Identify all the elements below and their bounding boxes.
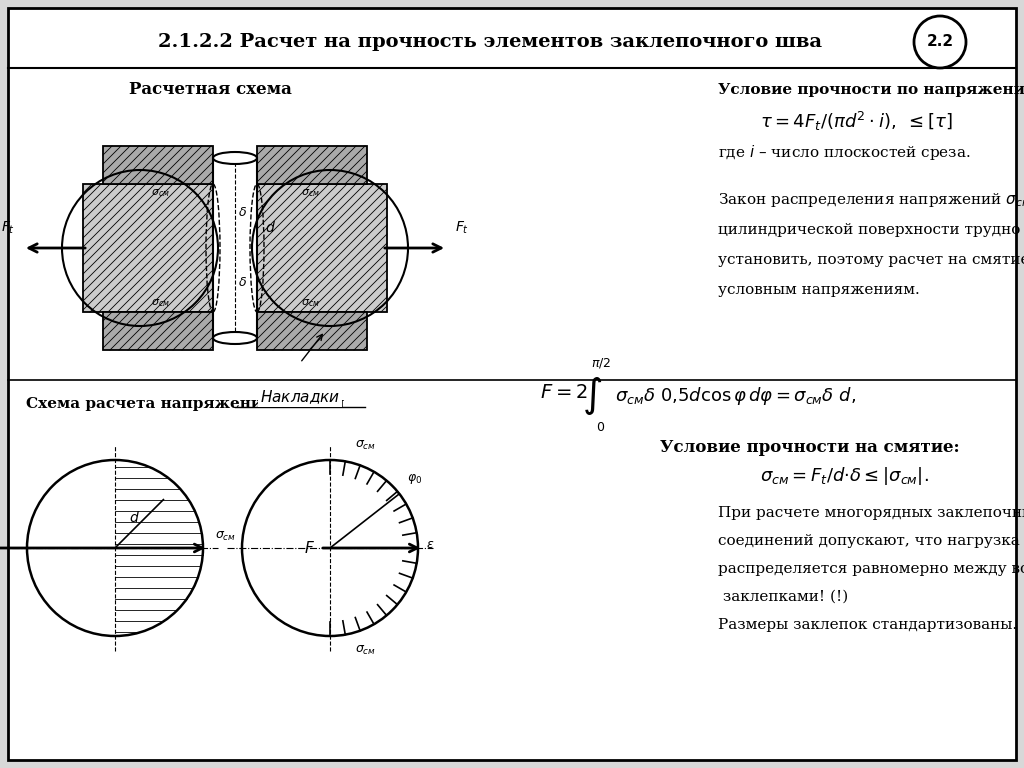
Circle shape xyxy=(27,460,203,636)
Text: $\delta$: $\delta$ xyxy=(238,276,247,290)
Bar xyxy=(83,184,213,312)
Text: $F_t$: $F_t$ xyxy=(455,220,469,236)
Text: $\int$: $\int$ xyxy=(582,375,602,417)
Text: Расчетная схема: Расчетная схема xyxy=(129,81,292,98)
Text: $\mathit{Накладки}$: $\mathit{Накладки}$ xyxy=(260,388,340,406)
Bar xyxy=(103,146,213,184)
Text: $\sigma_{см}$: $\sigma_{см}$ xyxy=(151,297,169,309)
Text: условным напряжениям.: условным напряжениям. xyxy=(718,283,920,297)
Text: $d$: $d$ xyxy=(265,220,275,236)
Text: 2.1.2.2 Расчет на прочность элементов заклепочного шва: 2.1.2.2 Расчет на прочность элементов за… xyxy=(158,33,822,51)
Text: $\sigma_{см}$: $\sigma_{см}$ xyxy=(151,187,169,199)
Text: Размеры заклепок стандартизованы.: Размеры заклепок стандартизованы. xyxy=(718,618,1017,632)
Bar xyxy=(257,146,367,184)
Text: $\tau = 4F_t/(\pi d^2 \cdot i),\ \leq [\tau]$: $\tau = 4F_t/(\pi d^2 \cdot i),\ \leq [\… xyxy=(760,110,952,133)
Text: цилиндрической поверхности трудно точно: цилиндрической поверхности трудно точно xyxy=(718,223,1024,237)
Text: $\varepsilon$: $\varepsilon$ xyxy=(426,538,434,551)
Text: $\sigma_{см}$: $\sigma_{см}$ xyxy=(301,297,319,309)
Bar xyxy=(103,312,213,350)
Text: 2.2: 2.2 xyxy=(927,35,953,49)
Text: $d$: $d$ xyxy=(129,510,140,525)
Text: $\delta$: $\delta$ xyxy=(238,207,247,220)
Text: Условие прочности по напряжениям τ среза :: Условие прочности по напряжениям τ среза… xyxy=(718,83,1024,97)
Circle shape xyxy=(242,460,418,636)
Ellipse shape xyxy=(213,332,257,344)
Text: $F$: $F$ xyxy=(304,540,315,556)
Text: $\pi/2$: $\pi/2$ xyxy=(591,356,611,370)
Text: $0$: $0$ xyxy=(596,421,605,434)
Text: $\varphi_0$: $\varphi_0$ xyxy=(408,472,423,486)
Bar xyxy=(257,184,387,312)
Text: $F=2$: $F=2$ xyxy=(540,384,588,402)
Text: установить, поэтому расчет на смятие ведут по: установить, поэтому расчет на смятие вед… xyxy=(718,253,1024,267)
Text: $\sigma_{см}\delta\ 0{,}5d\cos\varphi\,d\varphi=\sigma_{см}\delta\ d,$: $\sigma_{см}\delta\ 0{,}5d\cos\varphi\,d… xyxy=(615,385,856,407)
Text: Закон распределения напряжений $\sigma_{см}$ по: Закон распределения напряжений $\sigma_{… xyxy=(718,191,1024,209)
Text: При расчете многорядных заклепочных: При расчете многорядных заклепочных xyxy=(718,506,1024,520)
Text: Схема расчета напряжений смятия: Схема расчета напряжений смятия xyxy=(26,396,344,411)
Text: $\sigma_{см}$: $\sigma_{см}$ xyxy=(355,439,376,452)
Bar xyxy=(257,312,367,350)
Ellipse shape xyxy=(213,152,257,164)
Text: Условие прочности на смятие:: Условие прочности на смятие: xyxy=(660,439,959,456)
Text: $\sigma_{см}$: $\sigma_{см}$ xyxy=(355,644,376,657)
Text: $\sigma_{см}$: $\sigma_{см}$ xyxy=(215,529,236,542)
Text: $F_t$: $F_t$ xyxy=(1,220,15,236)
Circle shape xyxy=(914,16,966,68)
Text: $\sigma_{см}$: $\sigma_{см}$ xyxy=(301,187,319,199)
Text: соединений допускают, что нагрузка: соединений допускают, что нагрузка xyxy=(718,534,1020,548)
Text: $\sigma_{см} = F_t/d{\cdot}\delta \leq |\sigma_{см}|.$: $\sigma_{см} = F_t/d{\cdot}\delta \leq |… xyxy=(760,465,929,487)
Text: заклепками! (!): заклепками! (!) xyxy=(718,590,848,604)
Text: распределяется равномерно между всеми: распределяется равномерно между всеми xyxy=(718,562,1024,576)
Bar xyxy=(213,158,257,338)
Text: где $\mathit{i}$ – число плоскостей среза.: где $\mathit{i}$ – число плоскостей срез… xyxy=(718,144,971,163)
